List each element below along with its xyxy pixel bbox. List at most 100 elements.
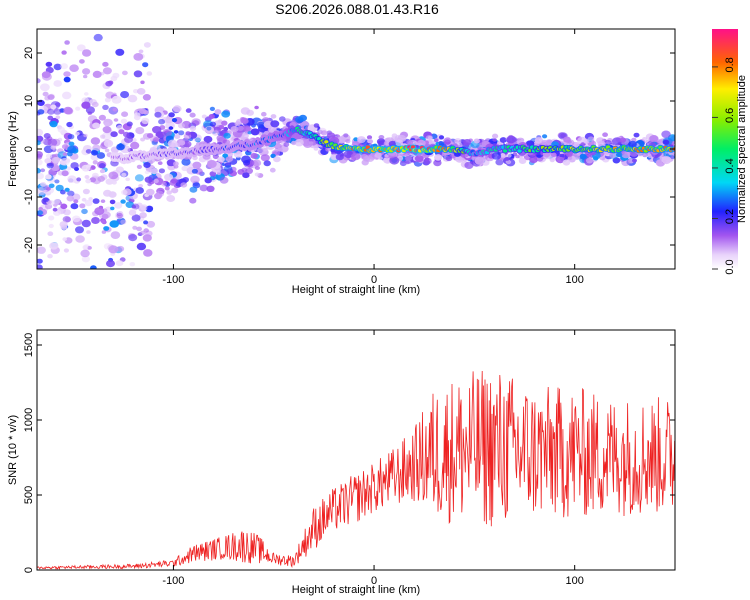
spectrogram-cell bbox=[66, 166, 72, 171]
spectrogram-cell bbox=[254, 166, 260, 170]
spectrogram-cell bbox=[261, 111, 267, 117]
spectrogram-cell bbox=[147, 182, 152, 187]
spectrogram-cell bbox=[61, 170, 69, 177]
spectrogram-cell bbox=[64, 40, 70, 45]
spectrogram-cell bbox=[388, 140, 396, 147]
spectrogram-cell bbox=[52, 207, 58, 212]
spectrogram-cell bbox=[108, 191, 117, 198]
spectrogram-cell bbox=[444, 139, 451, 145]
spectrogram-cell bbox=[91, 101, 99, 108]
spectrogram-cell bbox=[110, 231, 121, 240]
snr-x-tick-label: -100 bbox=[162, 575, 184, 587]
spectrogram-cell bbox=[68, 141, 75, 147]
spectrogram-cell bbox=[101, 213, 109, 220]
spectrogram-cell bbox=[661, 156, 672, 165]
spectrogram-y-axis-title: Frequency (Hz) bbox=[7, 111, 19, 187]
spectrogram-cell bbox=[108, 171, 119, 180]
spectrogram-cell bbox=[136, 88, 146, 95]
spectrogram-cell bbox=[593, 156, 599, 161]
spectrogram-cell bbox=[48, 223, 54, 229]
colorbar-tick-label: 0.8 bbox=[724, 57, 736, 72]
spectrogram-cell bbox=[121, 189, 128, 195]
spectrogram-cell bbox=[53, 63, 62, 71]
spectrogram-cell bbox=[45, 61, 53, 67]
spectrogram-cell bbox=[357, 136, 366, 144]
spectrogram-cell bbox=[165, 116, 174, 124]
snr-y-tick-label: 0 bbox=[23, 567, 35, 573]
spectrogram-cell bbox=[83, 245, 89, 250]
spectrogram-cell bbox=[70, 203, 79, 210]
spectrogram-cell bbox=[506, 135, 517, 144]
spectrogram-cell bbox=[157, 161, 163, 166]
spectrogram-cell bbox=[628, 140, 637, 148]
spectrogram-cell bbox=[89, 177, 97, 183]
spectrogram-cell bbox=[94, 207, 105, 216]
spectrogram-cell bbox=[59, 221, 68, 228]
spectrogram-cell bbox=[104, 97, 111, 103]
spectrogram-cell bbox=[583, 138, 590, 144]
spectrogram-cell bbox=[81, 197, 87, 202]
snr-series-line bbox=[36, 370, 675, 571]
spectrogram-cell bbox=[91, 150, 98, 156]
spectrogram-cell bbox=[204, 177, 212, 184]
spectrogram-cell bbox=[76, 177, 82, 182]
spectrogram-cell bbox=[47, 138, 58, 147]
spectrogram-cell bbox=[61, 50, 67, 55]
spectrogram-cell bbox=[378, 135, 385, 140]
spectrogram-cell bbox=[167, 139, 178, 148]
spectrogram-cell bbox=[60, 157, 70, 166]
spectrogram-cell bbox=[389, 156, 400, 165]
spectrogram-cell bbox=[189, 197, 197, 204]
spectrogram-cell bbox=[43, 133, 51, 139]
snr-y-tick-label: 1000 bbox=[23, 408, 35, 432]
spectrogram-cell bbox=[63, 248, 69, 253]
spectrogram-cell bbox=[81, 101, 91, 109]
spectrogram-cell bbox=[661, 130, 671, 139]
spectrogram-cell bbox=[223, 132, 231, 139]
spectrogram-cell bbox=[463, 139, 472, 146]
spectrogram-cell bbox=[140, 137, 146, 142]
spectrogram-cell bbox=[366, 135, 373, 140]
spectrogram-cell bbox=[116, 125, 124, 131]
spectrogram-cell bbox=[136, 226, 143, 232]
spectrogram-cell bbox=[257, 147, 264, 153]
snr-y-tick-label: 1500 bbox=[23, 333, 35, 357]
spectrogram-cell bbox=[55, 115, 61, 120]
spectrogram-cell bbox=[123, 131, 130, 138]
spectrogram-cell bbox=[504, 156, 510, 161]
spectrogram-cell bbox=[416, 139, 426, 147]
spectrogram-cell bbox=[438, 135, 445, 140]
spectrogram-cell bbox=[37, 167, 41, 174]
spectrogram-cell bbox=[115, 260, 124, 267]
spectrogram-cell bbox=[48, 183, 55, 189]
spectrogram-cell bbox=[92, 70, 102, 78]
spectrogram-cell bbox=[536, 154, 542, 159]
spectrogram-cell bbox=[125, 177, 130, 182]
snr-frame bbox=[36, 329, 676, 571]
spectrogram-cell bbox=[185, 131, 191, 136]
spectrogram-cell bbox=[345, 139, 351, 144]
spectrogram-cell bbox=[142, 94, 151, 101]
spectrogram-cell bbox=[103, 226, 110, 231]
spectrogram-cell bbox=[241, 132, 249, 139]
spectrogram-cell bbox=[60, 203, 68, 210]
spectrogram-y-tick-label: -10 bbox=[23, 189, 35, 205]
spectrogram-cell bbox=[45, 153, 53, 159]
spectrogram-cell bbox=[221, 120, 228, 126]
spectrogram-cell bbox=[146, 220, 156, 228]
snr-y-axis-title: SNR (10 * v/v) bbox=[7, 415, 19, 485]
spectrogram-cell bbox=[67, 175, 77, 183]
spectrogram-cell bbox=[112, 107, 118, 112]
spectrogram-cell bbox=[125, 270, 131, 275]
spectrogram-cell bbox=[108, 245, 119, 254]
spectrogram-cell bbox=[182, 177, 189, 183]
spectrogram-cell bbox=[234, 121, 241, 127]
spectrogram-cell bbox=[474, 157, 485, 165]
spectrogram-cell bbox=[632, 158, 637, 163]
spectrogram-cell bbox=[49, 242, 59, 250]
spectrogram-cell bbox=[92, 144, 101, 152]
spectrogram-cell bbox=[53, 108, 62, 115]
spectrogram-cell bbox=[109, 220, 119, 228]
spectrogram-cell bbox=[563, 136, 571, 143]
